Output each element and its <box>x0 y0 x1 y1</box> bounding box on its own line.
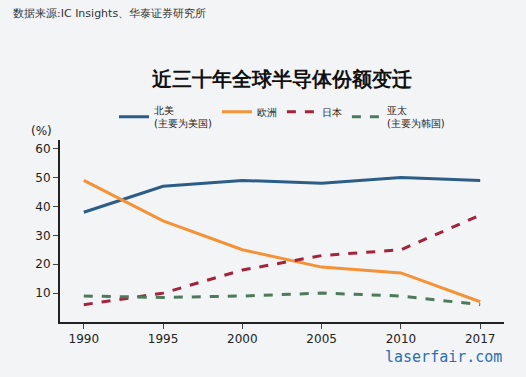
svg-text:2005: 2005 <box>306 332 337 346</box>
svg-text:20: 20 <box>35 257 50 271</box>
svg-text:10: 10 <box>35 286 50 300</box>
svg-text:laserfair.com: laserfair.com <box>385 348 502 366</box>
svg-text:40: 40 <box>35 200 50 214</box>
svg-text:数据来源:IC Insights、华泰证券研究所: 数据来源:IC Insights、华泰证券研究所 <box>13 7 206 20</box>
svg-text:50: 50 <box>35 171 50 185</box>
svg-text:2017: 2017 <box>465 332 496 346</box>
svg-text:欧洲: 欧洲 <box>257 107 277 118</box>
svg-text:2010: 2010 <box>386 332 417 346</box>
svg-text:亚太(主要为韩国): 亚太(主要为韩国) <box>387 105 445 129</box>
svg-text:(%): (%) <box>31 124 52 138</box>
svg-text:北美(主要为美国): 北美(主要为美国) <box>154 105 212 129</box>
svg-text:日本: 日本 <box>322 107 342 118</box>
svg-text:1995: 1995 <box>148 332 179 346</box>
svg-text:近三十年全球半导体份额变迁: 近三十年全球半导体份额变迁 <box>151 67 412 91</box>
svg-text:1990: 1990 <box>69 332 100 346</box>
svg-text:30: 30 <box>35 229 50 243</box>
svg-text:2000: 2000 <box>227 332 258 346</box>
svg-text:60: 60 <box>35 142 50 156</box>
